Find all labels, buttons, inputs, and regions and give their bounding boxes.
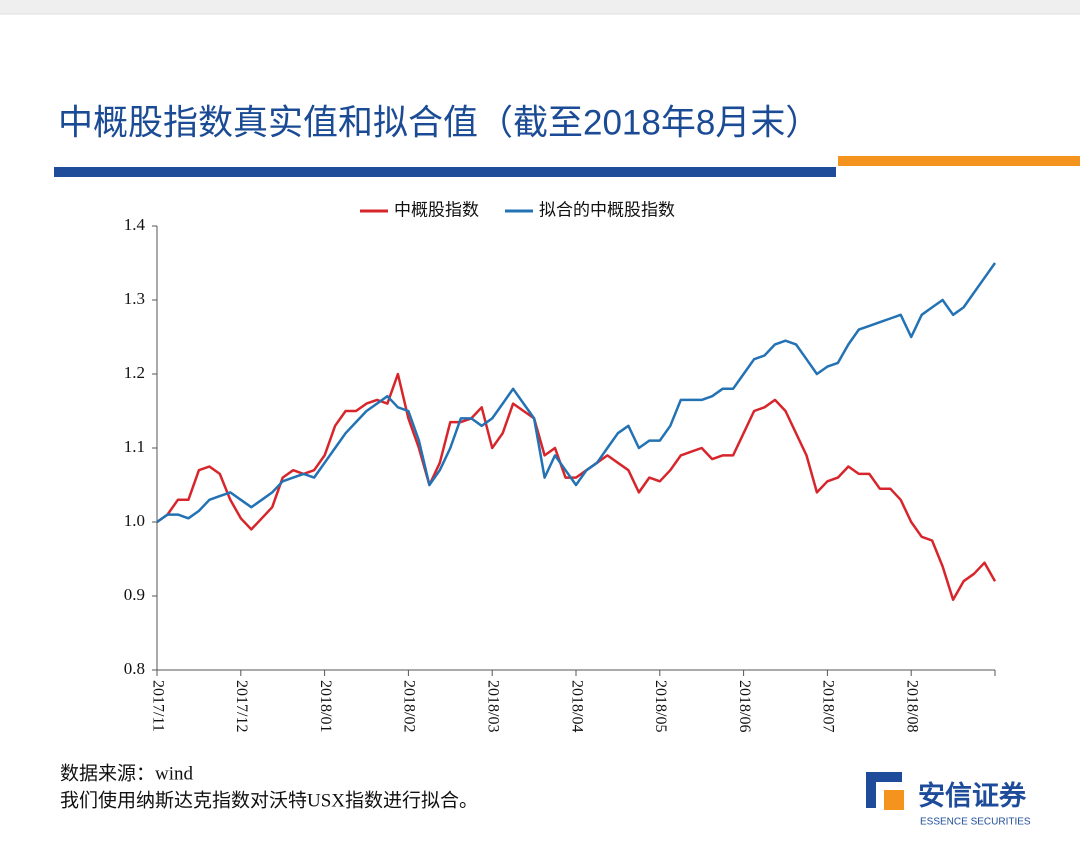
x-tick-label: 2017/12 [233,680,250,732]
slide-title: 中概股指数真实值和拟合值（截至2018年8月末） [58,103,820,142]
chart: 0.8 0.9 1.0 1.1 1.2 1.3 1.4 2017/11 2017/12 2018/… [124,200,997,732]
x-tick-label: 2018/03 [485,680,502,732]
series-line [156,262,997,524]
x-tick-label: 2018/02 [401,680,418,732]
y-tick-label: 1.1 [124,437,145,456]
source-note: 数据来源：wind [60,762,194,784]
legend-label: 拟合的中概股指数 [539,200,675,219]
y-tick-label: 1.3 [124,289,145,308]
brand-name: 安信证券 [918,780,1027,811]
x-tick-label: 2018/01 [317,680,334,732]
y-tick-label: 1.0 [124,511,145,530]
y-tick-label: 1.4 [124,215,146,234]
y-tick-label: 0.9 [124,585,145,604]
legend-label: 中概股指数 [394,200,479,219]
y-tick-label: 1.2 [124,363,145,382]
x-tick-label: 2018/05 [652,680,669,732]
logo-mark-orange [884,790,904,810]
brand-tagline: ESSENCE SECURITIES [920,817,1031,828]
x-tick-label: 2018/08 [904,680,921,732]
x-tick-label: 2018/07 [820,680,837,732]
y-tick-label: 0.8 [124,659,145,678]
brand-logo: 安信证券 ESSENCE SECURITIES [866,772,1031,828]
logo-mark-blue [866,772,902,808]
x-tick-label: 2018/04 [568,680,585,732]
x-tick-label: 2017/11 [149,680,166,732]
top-strip [0,0,1080,14]
series-line [156,372,997,601]
method-note: 我们使用纳斯达克指数对沃特USX指数进行拟合。 [60,789,478,811]
x-tick-label: 2018/06 [736,680,753,732]
title-bar-blue [54,167,836,177]
title-bar-orange [838,156,1080,166]
